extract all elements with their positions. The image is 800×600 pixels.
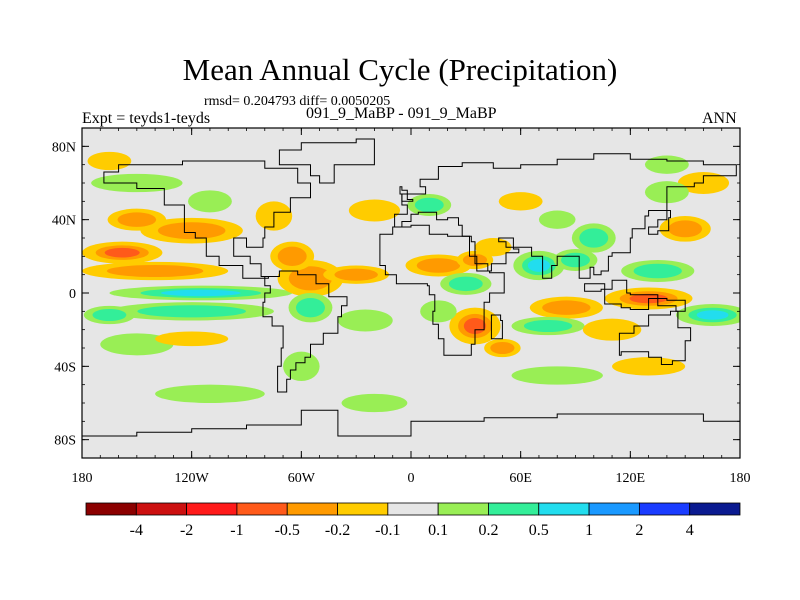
coastline-uk — [399, 186, 414, 202]
field-south-atlantic-green — [337, 309, 393, 332]
field-asia-wet — [579, 228, 609, 248]
y-tick-label: 40S — [54, 360, 76, 375]
field-equatorial-pacific-wet — [160, 289, 241, 297]
colorbar-swatch — [689, 502, 741, 516]
colorbar-swatch — [488, 502, 540, 516]
colorbar-swatch — [135, 502, 188, 516]
coastlines — [82, 138, 740, 458]
field-congo-green — [420, 300, 457, 323]
season-label: ANN — [702, 110, 737, 127]
coastline-africa — [379, 224, 505, 356]
field-eurasia-orange — [498, 192, 543, 211]
field-arctic-green — [644, 155, 689, 174]
field-australia-orange — [582, 318, 642, 341]
colorbar-swatch — [337, 502, 389, 516]
colorbar-label: -2 — [180, 522, 193, 539]
colorbar-label: 4 — [686, 522, 694, 539]
colorbar-swatch — [286, 502, 338, 516]
y-tick-label: 80S — [54, 434, 76, 449]
coastline-japan — [648, 210, 671, 235]
field-north-pacific-east-dry — [104, 247, 140, 258]
field-north-pacific-green-48n — [188, 190, 232, 213]
field-africa-green — [448, 276, 483, 292]
field-north-atlantic-orange — [348, 199, 401, 222]
field-south-pacific-wet-west — [92, 308, 127, 322]
x-tick-label: 60W — [288, 471, 316, 486]
colorbar-swatch — [85, 502, 137, 516]
field-tropical-pacific-dry-band — [106, 264, 204, 278]
colorbar-label: -4 — [130, 522, 143, 539]
field-south-pacific-wet-band — [137, 305, 246, 318]
colorbar-swatch — [638, 502, 691, 516]
field-sahel-dry — [416, 258, 461, 273]
field-north-pacific-warm-40n — [157, 222, 226, 240]
x-tick-label: 0 — [408, 471, 415, 486]
field-madagascar-dry — [490, 341, 515, 355]
colorbar-label: 0.2 — [478, 522, 498, 539]
field-west-pacific-orange — [117, 212, 157, 227]
field-arabia-orange — [474, 238, 512, 257]
field-bay-bengal-wet — [561, 252, 590, 268]
colorbar-label: -1 — [230, 522, 243, 539]
coastline-australia — [618, 310, 692, 365]
field-west-pacific-wet — [633, 263, 682, 279]
field-eurasia-green — [538, 210, 576, 229]
field-japan-dry — [668, 220, 703, 238]
x-tick-label: 120W — [175, 471, 210, 486]
colorbar-swatch — [387, 502, 439, 516]
field-south-pacific-convergence — [696, 310, 729, 320]
chart-subtitle: rmsd= 0.204793 diff= 0.0050205 — [204, 94, 391, 109]
chart-title: Mean Annual Cycle (Precipitation) — [182, 52, 618, 87]
field-antarctic-green — [341, 393, 408, 413]
field-indian-ocean-wet — [523, 319, 573, 333]
field-patagonia-green — [283, 351, 320, 382]
colorbar-swatch — [538, 502, 590, 516]
colorbar-swatch — [236, 502, 288, 516]
colorbar-label: 2 — [635, 522, 643, 539]
x-tick-label: 180 — [730, 471, 751, 486]
experiment-label: Expt = teyds1-teyds — [82, 110, 211, 127]
colorbar: -4 -2 -1 -0.5 -0.2 -0.1 0.1 0.2 0.5 1 2 4 — [85, 502, 741, 539]
field-amazon-dry — [288, 266, 333, 291]
colorbar-swatch — [588, 502, 640, 516]
colorbar-label: 1 — [585, 522, 593, 539]
coastline-eurasia — [392, 153, 737, 279]
y-tick-label: 40N — [52, 214, 76, 229]
coastline-indonesia — [584, 279, 686, 312]
x-tick-label: 180 — [72, 471, 93, 486]
colorbar-label: -0.2 — [325, 522, 350, 539]
colorbar-swatch — [437, 502, 489, 516]
colorbar-label: -0.1 — [375, 522, 400, 539]
field-south-pacific-orange-25s — [155, 331, 229, 347]
coastline-madagascar — [490, 314, 503, 340]
field-europe-wet — [414, 197, 444, 213]
colorbar-swatch — [186, 502, 238, 516]
field-atlantic-itcz-dry — [334, 268, 378, 281]
coastline-north-america — [103, 160, 311, 279]
coastline-antarctica — [82, 409, 740, 458]
colorbar-label: 0.5 — [529, 522, 549, 539]
field-southern-ocean-orange — [612, 357, 686, 376]
field-south-america-green — [295, 297, 325, 318]
colorbar-label: -0.5 — [275, 522, 300, 539]
field-arctic-orange — [87, 151, 132, 171]
field-andes-dry — [277, 246, 307, 267]
coastline-south-america — [262, 270, 348, 393]
y-tick-label: 80N — [52, 140, 76, 155]
coastline-greenland — [278, 138, 375, 184]
field-southern-ocean-green — [155, 384, 265, 404]
axes: 180 120W 60W 0 60E 120E 180 80N 40N 0 40S 80S — [52, 127, 751, 486]
comparison-label: 091_9_MaBP - 091_9_MaBP — [306, 105, 497, 122]
x-tick-label: 60E — [509, 471, 532, 486]
x-tick-label: 120E — [616, 471, 646, 486]
colorbar-label: 0.1 — [428, 522, 448, 539]
field-indian-ocean-dry — [542, 300, 591, 315]
y-tick-label: 0 — [69, 287, 76, 302]
contour-field — [82, 128, 740, 458]
field-india-wet — [527, 259, 551, 272]
field-southern-ocean-green-80e — [511, 366, 603, 385]
